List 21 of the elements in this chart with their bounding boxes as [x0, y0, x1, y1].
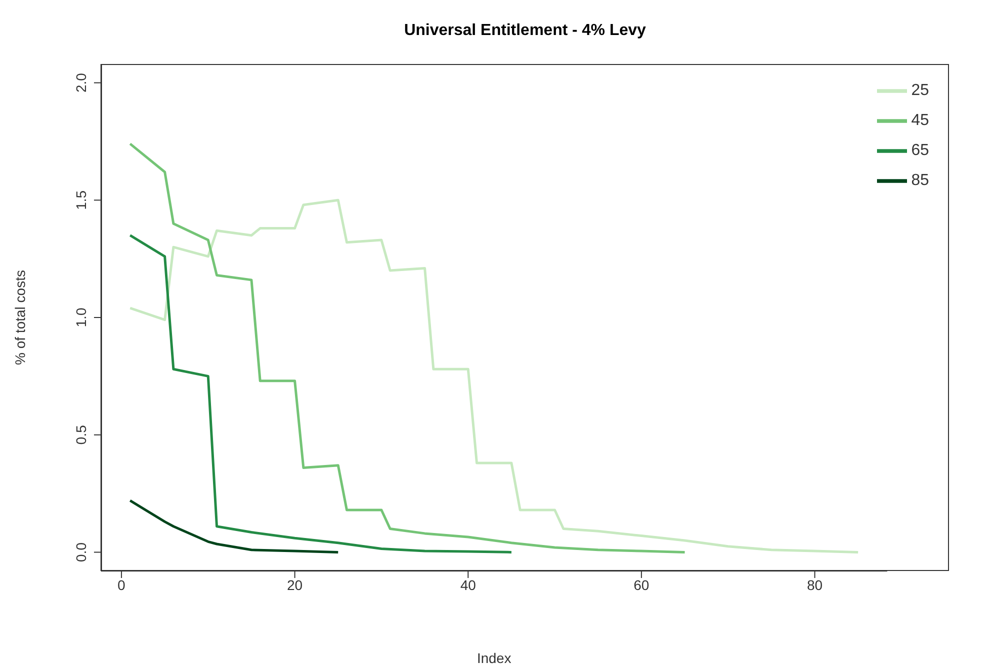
legend-label: 65 [911, 142, 929, 160]
y-tick-label: 2.0 [73, 72, 89, 93]
y-tick-label: 1.5 [73, 190, 89, 210]
line-series [128, 198, 860, 554]
x-tick-label: 20 [286, 576, 303, 593]
y-tick-label: 0.0 [73, 542, 89, 562]
line-series [128, 142, 686, 554]
y-tick-label: 0.5 [73, 424, 89, 445]
x-axis-title: Index [476, 650, 512, 666]
legend-label: 85 [911, 172, 929, 190]
legend-label: 25 [911, 82, 929, 100]
x-tick-label: 0 [118, 576, 126, 593]
legend-label: 45 [911, 112, 929, 130]
y-tick-label: 1.0 [73, 308, 89, 328]
x-tick-label: 60 [634, 576, 650, 593]
x-tick-label: 40 [460, 576, 476, 593]
y-axis-title: % of total costs [12, 270, 28, 365]
line-series [128, 234, 513, 554]
x-tick-label: 80 [806, 576, 823, 593]
chart-title: Universal Entitlement - 4% Levy [403, 22, 647, 40]
line-series [128, 499, 340, 554]
